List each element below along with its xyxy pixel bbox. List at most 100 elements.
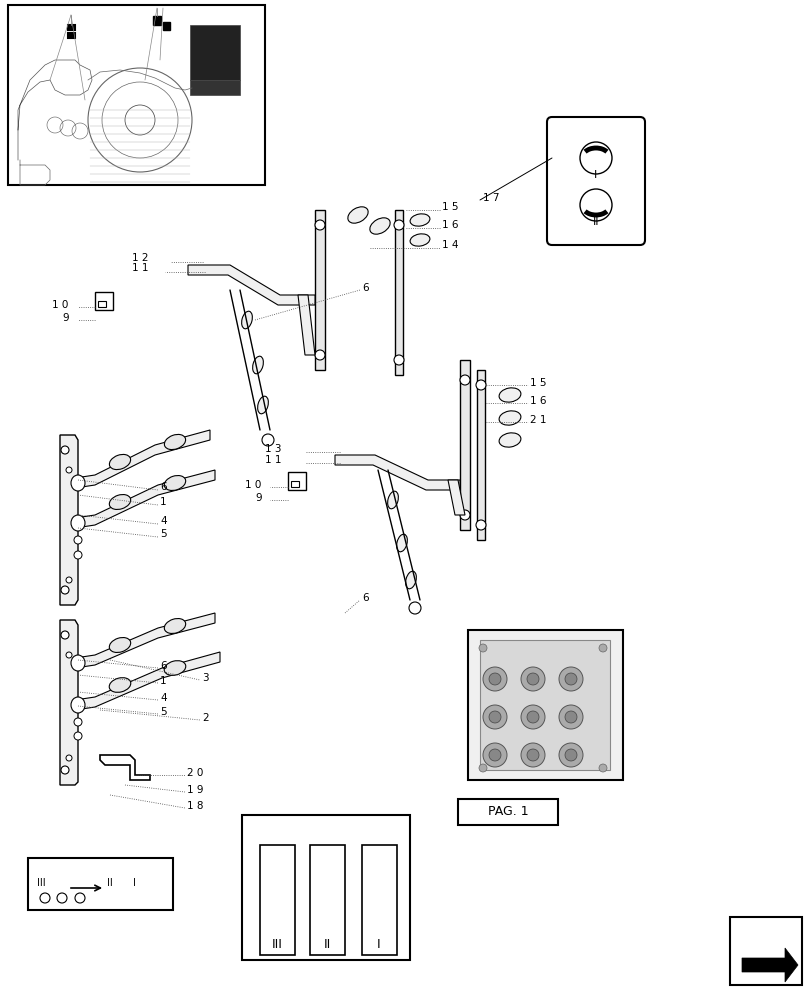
Polygon shape <box>75 613 215 668</box>
Ellipse shape <box>242 311 252 329</box>
Circle shape <box>74 718 82 726</box>
Ellipse shape <box>257 396 268 414</box>
Circle shape <box>125 105 155 135</box>
Text: 1 4: 1 4 <box>441 240 458 250</box>
Bar <box>260 845 294 955</box>
Polygon shape <box>298 295 315 355</box>
Circle shape <box>75 893 85 903</box>
Circle shape <box>488 673 500 685</box>
Ellipse shape <box>406 571 416 589</box>
Ellipse shape <box>347 207 367 223</box>
Polygon shape <box>75 652 220 710</box>
Circle shape <box>478 764 487 772</box>
Text: 1 1: 1 1 <box>264 455 281 465</box>
Text: 9: 9 <box>62 313 69 323</box>
Text: 1 8: 1 8 <box>187 801 204 811</box>
Ellipse shape <box>409 602 420 614</box>
Bar <box>68 25 75 30</box>
Circle shape <box>483 743 506 767</box>
Text: 1 0: 1 0 <box>245 480 261 490</box>
Ellipse shape <box>369 218 389 234</box>
Text: 1 5: 1 5 <box>441 202 458 212</box>
Circle shape <box>460 510 470 520</box>
Text: I: I <box>133 878 135 888</box>
Text: 1 5: 1 5 <box>530 378 546 388</box>
Circle shape <box>558 667 582 691</box>
Ellipse shape <box>109 495 131 509</box>
Ellipse shape <box>396 534 407 552</box>
Text: 6: 6 <box>160 661 166 671</box>
Circle shape <box>558 705 582 729</box>
Polygon shape <box>741 948 797 982</box>
Circle shape <box>393 355 404 365</box>
Bar <box>310 845 345 955</box>
Ellipse shape <box>410 214 429 226</box>
Ellipse shape <box>252 356 263 374</box>
Circle shape <box>558 743 582 767</box>
Bar <box>467 630 622 780</box>
Circle shape <box>61 586 69 594</box>
Text: 1 2: 1 2 <box>132 253 148 263</box>
Circle shape <box>66 577 72 583</box>
Text: II: II <box>323 938 330 951</box>
Circle shape <box>488 711 500 723</box>
Polygon shape <box>75 470 215 528</box>
Circle shape <box>460 375 470 385</box>
Bar <box>460 360 470 530</box>
Ellipse shape <box>109 678 131 692</box>
Text: 4: 4 <box>160 516 166 526</box>
Circle shape <box>579 189 611 221</box>
Text: 2 0: 2 0 <box>187 768 203 778</box>
Bar <box>190 25 240 80</box>
Polygon shape <box>448 480 465 515</box>
Circle shape <box>521 705 544 729</box>
Text: I: I <box>594 170 597 180</box>
Circle shape <box>74 732 82 740</box>
Bar <box>152 16 161 25</box>
Ellipse shape <box>109 454 131 470</box>
Bar <box>729 917 801 985</box>
Ellipse shape <box>71 655 85 671</box>
Circle shape <box>66 652 72 658</box>
Text: 4: 4 <box>160 693 166 703</box>
Ellipse shape <box>499 411 521 425</box>
Circle shape <box>483 705 506 729</box>
Circle shape <box>599 644 607 652</box>
Bar <box>68 33 75 38</box>
Ellipse shape <box>387 491 398 509</box>
Ellipse shape <box>109 638 131 652</box>
Bar <box>290 481 298 487</box>
Circle shape <box>393 220 404 230</box>
Bar <box>479 640 609 770</box>
Text: 1 3: 1 3 <box>264 444 281 454</box>
Bar <box>288 472 306 490</box>
Bar <box>95 292 113 310</box>
Text: 1: 1 <box>160 497 166 507</box>
Bar <box>362 845 397 955</box>
Circle shape <box>488 749 500 761</box>
Text: 6: 6 <box>160 482 166 492</box>
Ellipse shape <box>164 661 186 675</box>
Circle shape <box>475 520 486 530</box>
Circle shape <box>521 743 544 767</box>
Circle shape <box>315 220 324 230</box>
Polygon shape <box>60 435 78 605</box>
Circle shape <box>66 755 72 761</box>
Circle shape <box>475 380 486 390</box>
Circle shape <box>599 764 607 772</box>
Ellipse shape <box>499 388 521 402</box>
Text: III: III <box>271 938 282 951</box>
Circle shape <box>57 893 67 903</box>
Ellipse shape <box>410 234 429 246</box>
Ellipse shape <box>164 434 186 450</box>
Text: 1 6: 1 6 <box>530 396 546 406</box>
Text: III: III <box>37 878 45 888</box>
Text: 3: 3 <box>202 673 208 683</box>
Ellipse shape <box>499 433 521 447</box>
Text: 1 9: 1 9 <box>187 785 204 795</box>
Bar <box>190 80 240 95</box>
Circle shape <box>74 551 82 559</box>
Bar <box>28 858 173 910</box>
Text: 2 1: 2 1 <box>530 415 546 425</box>
Bar <box>8 5 264 185</box>
